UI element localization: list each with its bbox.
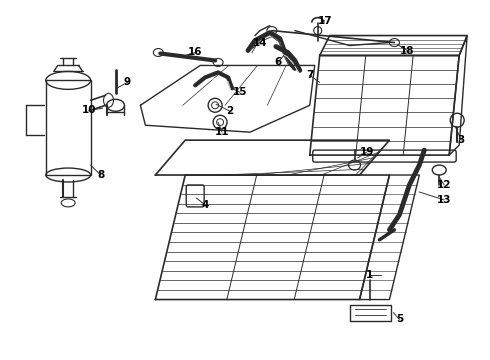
Text: 4: 4 [201, 200, 209, 210]
Text: 14: 14 [253, 37, 267, 48]
Text: 5: 5 [396, 314, 403, 324]
Text: 6: 6 [274, 58, 281, 67]
Text: 19: 19 [359, 147, 374, 157]
Text: 11: 11 [215, 127, 229, 137]
Text: 3: 3 [458, 135, 465, 145]
Text: 18: 18 [400, 45, 415, 55]
Text: 9: 9 [124, 77, 131, 87]
Bar [46, 80, 91, 175]
Text: 15: 15 [233, 87, 247, 97]
Text: 10: 10 [81, 105, 96, 115]
Text: 12: 12 [437, 180, 451, 190]
Text: 7: 7 [306, 71, 314, 80]
Text: 2: 2 [226, 106, 234, 116]
Text: 17: 17 [318, 15, 332, 26]
Text: 16: 16 [188, 48, 202, 58]
Text: 13: 13 [437, 195, 451, 205]
Text: 8: 8 [97, 170, 104, 180]
Text: 1: 1 [366, 270, 373, 280]
